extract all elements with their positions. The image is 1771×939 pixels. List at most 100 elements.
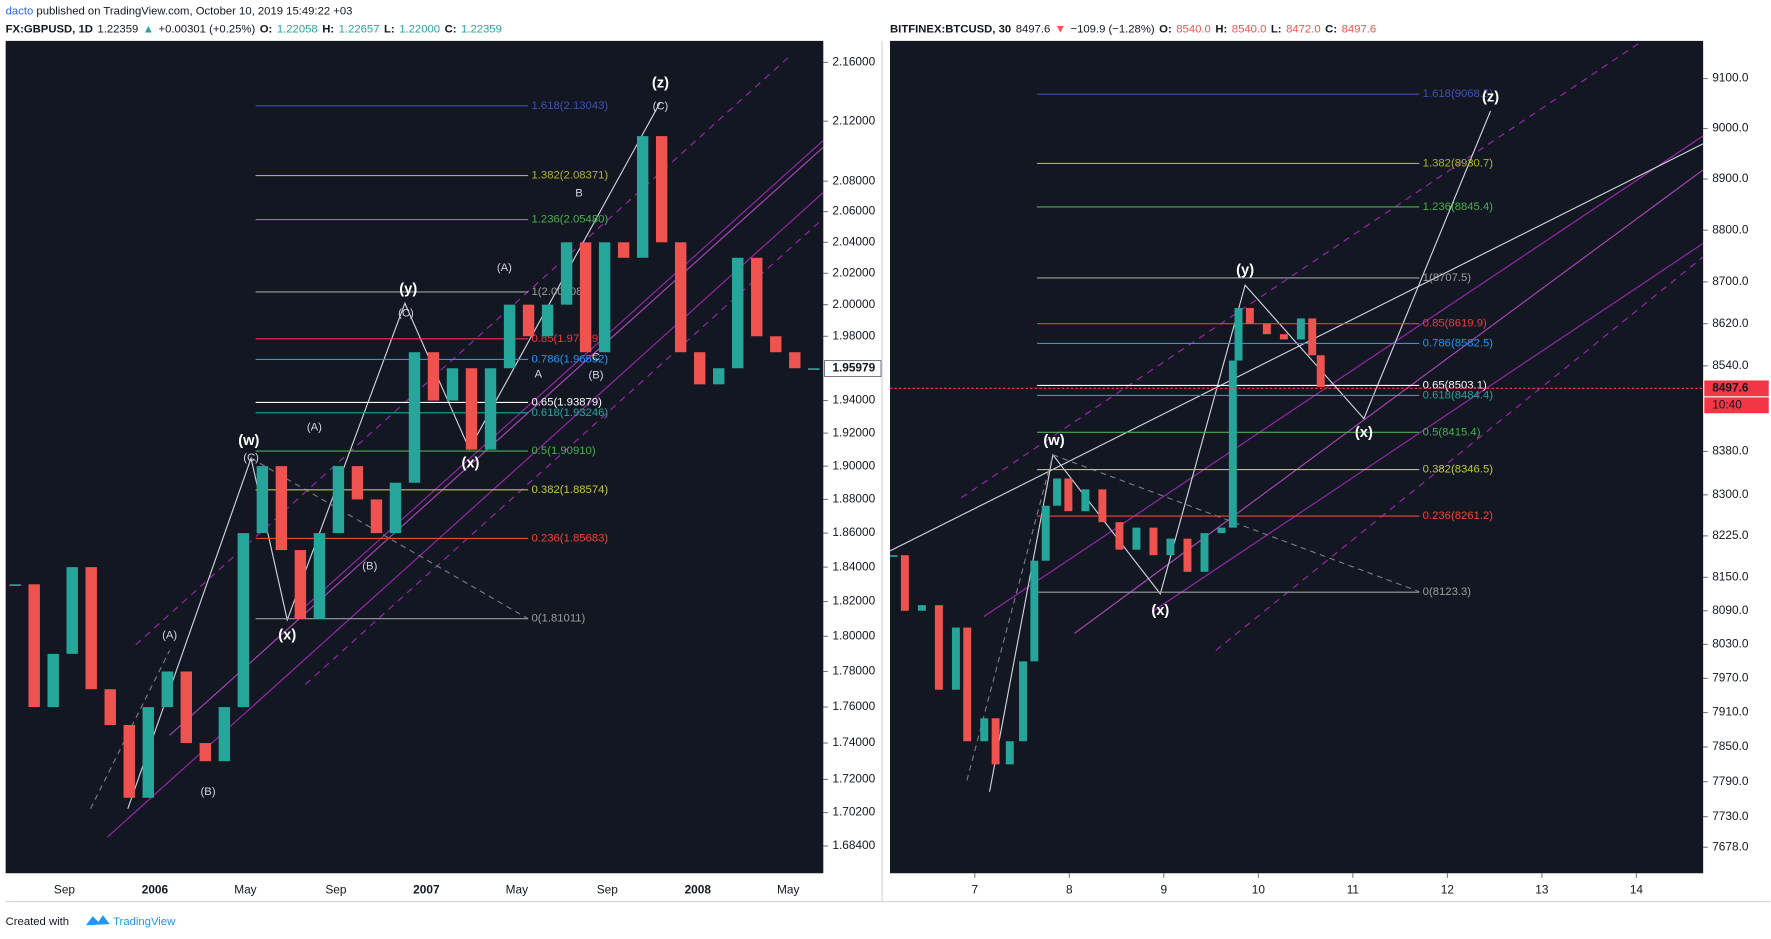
x-tick-label: 8 — [1066, 882, 1073, 896]
candle — [28, 584, 40, 708]
y-tick-label: 7910.0 — [1712, 705, 1749, 719]
quote-part: 1.22359 — [97, 24, 138, 36]
symbol-title: BITFINEX:BTCUSD, 30 — [890, 24, 1011, 36]
y-tick-label: 1.80000 — [832, 628, 875, 642]
y-tick-label: 1.76000 — [832, 699, 875, 713]
wave-label: (C) — [398, 307, 414, 319]
fib-label: 0.786(8582.5) — [1423, 337, 1494, 349]
candle — [332, 466, 345, 534]
wave-label: (B) — [362, 561, 377, 573]
symbol-header: FX:GBPUSD, 1D 1.22359 ▲ +0.00301 (+0.25%) O:… — [6, 24, 502, 36]
quote-part: ▲ — [143, 24, 154, 36]
candle — [751, 257, 763, 337]
candle — [1183, 538, 1192, 572]
y-tick-label: 1.72000 — [832, 772, 875, 786]
candle — [1081, 489, 1090, 512]
publish-line: dacto published on TradingView.com, Octo… — [6, 5, 353, 17]
y-tick-label: 1.74000 — [832, 735, 875, 749]
x-tick-label: 13 — [1535, 882, 1549, 896]
x-tick-label: 7 — [971, 882, 978, 896]
fib-label: 0.618(8484.4) — [1423, 389, 1494, 401]
candle — [598, 242, 611, 353]
candle — [256, 466, 269, 534]
channel-line — [983, 135, 1704, 617]
candle — [617, 242, 630, 258]
candle — [275, 466, 288, 551]
fib-label: 0.5(8415.4) — [1423, 426, 1481, 438]
fib-label: 1.382(8930.7) — [1423, 157, 1494, 169]
candle — [980, 718, 989, 742]
candle — [808, 368, 820, 370]
x-tick-label: 11 — [1347, 882, 1360, 896]
quote-part: L: — [1271, 24, 1282, 36]
y-tick-label: 2.06000 — [832, 204, 875, 218]
footer-created: Created with — [6, 916, 69, 928]
candle — [1019, 661, 1027, 742]
candle — [579, 242, 592, 353]
x-tick-label: May — [777, 882, 799, 896]
countdown-box — [1704, 397, 1769, 414]
y-tick-label: 7790.0 — [1712, 774, 1749, 788]
channel-line — [293, 139, 824, 617]
quote-part: −109.9 (−1.28%) — [1070, 24, 1154, 36]
candle — [180, 671, 193, 744]
price-box — [824, 360, 882, 377]
y-tick-label: 1.84000 — [832, 559, 875, 573]
author[interactable]: dacto — [6, 5, 34, 17]
y-tick-label: 8090.0 — [1712, 603, 1749, 617]
y-tick-label: 8700.0 — [1712, 274, 1749, 288]
x-tick-label: Sep — [54, 882, 76, 896]
x-tick-label: 2006 — [142, 882, 169, 896]
wave-path — [127, 101, 661, 809]
fib-label: 1.618(9068.5) — [1423, 88, 1494, 100]
y-tick-label: 7730.0 — [1712, 809, 1749, 823]
quote-part: H: — [322, 24, 334, 36]
y-tick-label: 1.88000 — [832, 492, 875, 506]
quote-part: 8540.0 — [1232, 24, 1267, 36]
candle — [218, 707, 231, 762]
channel-line — [135, 54, 793, 646]
fib-label: 0.382(8346.5) — [1423, 464, 1494, 476]
candle — [1279, 334, 1288, 340]
fib-label: 1.618(2.13043) — [532, 100, 609, 112]
fib-label: 1(8707.5) — [1423, 272, 1472, 284]
wave-label: B — [575, 188, 583, 200]
y-tick-label: 2.00000 — [832, 297, 875, 311]
candle — [1030, 560, 1039, 662]
y-tick-label: 8150.0 — [1712, 569, 1749, 583]
candle — [1098, 489, 1107, 523]
channel-line — [1215, 256, 1704, 651]
wave-label: (B) — [588, 370, 603, 382]
quote-part: ▼ — [1055, 24, 1066, 36]
quote-part: C: — [1325, 24, 1337, 36]
candle — [732, 257, 744, 369]
footer-brand[interactable]: TradingView — [113, 916, 176, 928]
candle — [446, 368, 459, 401]
y-tick-label: 1.92000 — [832, 425, 875, 439]
y-tick-label: 2.16000 — [832, 55, 875, 69]
candle — [465, 368, 478, 450]
channel-line — [1153, 242, 1704, 612]
published: published on TradingView.com, October 10… — [36, 5, 352, 17]
candle — [1053, 478, 1062, 506]
candle — [1149, 527, 1158, 556]
candle — [1262, 323, 1271, 335]
x-tick-label: 14 — [1630, 882, 1644, 896]
quote-part: O: — [260, 24, 273, 36]
wave-label: (x) — [461, 456, 479, 472]
candle — [655, 136, 668, 243]
candle — [294, 550, 307, 619]
candle — [541, 304, 554, 337]
y-tick-label: 8900.0 — [1712, 171, 1749, 185]
candle — [1228, 360, 1237, 528]
candle — [351, 466, 364, 500]
fib-label: 1.382(2.08371) — [532, 170, 609, 182]
quote-part: 8497.6 — [1342, 24, 1377, 36]
y-tick-label: 8030.0 — [1712, 637, 1749, 651]
wave-label: (w) — [238, 433, 259, 449]
y-tick-label: 1.68400 — [832, 838, 875, 852]
candle — [1245, 307, 1254, 324]
y-tick-label: 8300.0 — [1712, 487, 1749, 501]
y-tick-label: 1.70200 — [832, 805, 875, 819]
